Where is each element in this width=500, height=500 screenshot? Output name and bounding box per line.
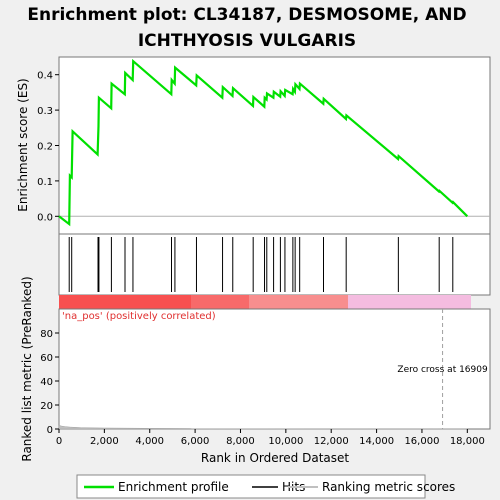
es-plot-area bbox=[58, 56, 491, 235]
metric-y-tick-label: 80 bbox=[40, 329, 53, 340]
x-tick-label: 14,000 bbox=[359, 436, 394, 447]
colorbar-segment-weak-pos bbox=[249, 295, 348, 309]
legend-metric-label: Ranking metric scores bbox=[322, 480, 455, 494]
metric-y-tick-label: 60 bbox=[40, 353, 53, 364]
es-y-axis-label: Enrichment score (ES) bbox=[16, 78, 30, 211]
enrichment-profile-line bbox=[58, 58, 469, 227]
positive-correlation-label: 'na_pos' (positively correlated) bbox=[62, 311, 216, 322]
ranking-metric-area bbox=[58, 425, 468, 430]
colorbar-segment-neutral bbox=[348, 295, 471, 309]
colorbar-segment-pos bbox=[191, 295, 249, 309]
metric-y-tick-label: 20 bbox=[40, 401, 53, 412]
metric-y-axis: 0 20 40 60 80 bbox=[40, 329, 59, 436]
x-tick-label: 18,000 bbox=[450, 436, 485, 447]
legend: Enrichment profile Hits Ranking metric s… bbox=[76, 474, 455, 499]
es-y-axis: 0.0 0.1 0.2 0.3 0.4 bbox=[37, 71, 59, 223]
colorbar-segment-strong-pos bbox=[59, 295, 191, 309]
x-tick-label: 10,000 bbox=[268, 436, 303, 447]
metric-x-axis-label: Rank in Ordered Dataset bbox=[201, 451, 349, 465]
es-y-tick-label: 0.3 bbox=[37, 106, 53, 117]
x-tick-label: 4,000 bbox=[135, 436, 164, 447]
metric-plot-area bbox=[58, 308, 491, 430]
chart-title-line1: Enrichment plot: CL34187, DESMOSOME, AND bbox=[27, 5, 466, 25]
metric-x-axis: 0 2,000 4,000 6,000 8,000 10,000 12,000 14,000 1… bbox=[56, 429, 485, 447]
es-y-tick-label: 0.2 bbox=[37, 142, 53, 153]
chart-title-line2: ICHTHYOSIS VULGARIS bbox=[138, 31, 356, 51]
x-tick-label: 2,000 bbox=[90, 436, 119, 447]
es-y-tick-label: 0.4 bbox=[37, 71, 53, 82]
x-tick-label: 16,000 bbox=[404, 436, 439, 447]
x-tick-label: 12,000 bbox=[314, 436, 349, 447]
x-tick-label: 0 bbox=[56, 436, 62, 447]
metric-y-tick-label: 0 bbox=[47, 425, 53, 436]
es-y-tick-label: 0.0 bbox=[37, 212, 53, 223]
hits-marks bbox=[68, 237, 454, 292]
metric-y-tick-label: 40 bbox=[40, 377, 53, 388]
legend-box bbox=[76, 474, 426, 499]
legend-enrichment-label: Enrichment profile bbox=[118, 480, 229, 494]
hits-plot-area bbox=[58, 233, 491, 296]
x-tick-label: 8,000 bbox=[226, 436, 255, 447]
metric-y-axis-label: Ranked list metric (PreRanked) bbox=[20, 276, 34, 461]
x-tick-label: 6,000 bbox=[181, 436, 210, 447]
rank-color-bar bbox=[59, 295, 471, 309]
es-y-tick-label: 0.1 bbox=[37, 177, 53, 188]
zero-cross-label: Zero cross at 16909 bbox=[397, 365, 488, 375]
